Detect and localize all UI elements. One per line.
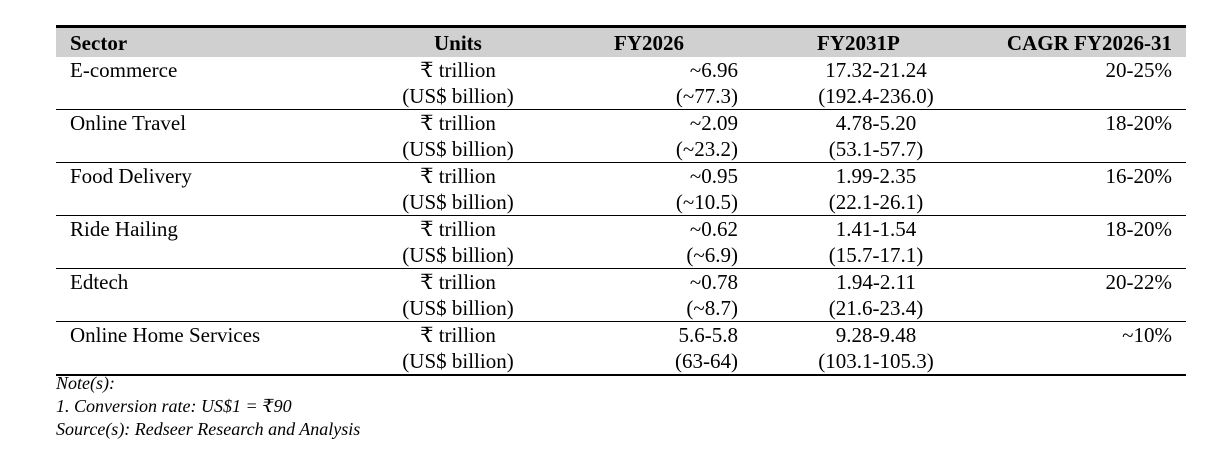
fy2031p-inr: 4.78-5.20 <box>835 111 917 135</box>
conversion-note: 1. Conversion rate: US$1 = ₹90 <box>56 396 292 416</box>
fy2026-cell: ~0.78 (~8.7) <box>686 269 738 321</box>
fy2026-inr: 5.6-5.8 <box>678 323 739 347</box>
sector-cell: Edtech <box>70 270 129 294</box>
sector-cell: Food Delivery <box>70 164 192 188</box>
fy2031p-inr: 1.94-2.11 <box>836 270 916 294</box>
units-inr: ₹ trillion <box>420 58 496 82</box>
fy2031p-usd: (103.1-105.3) <box>818 349 934 373</box>
fy2031p-inr: 9.28-9.48 <box>835 323 917 347</box>
fy2031p-cell: 1.41-1.54 (15.7-17.1) <box>816 216 936 268</box>
fy2026-usd: (~77.3) <box>675 84 738 108</box>
fy2031p-usd: (21.6-23.4) <box>828 296 924 320</box>
units-cell: ₹ trillion (US$ billion) <box>396 322 520 374</box>
fy2031p-usd: (53.1-57.7) <box>828 137 924 161</box>
fy2031p-cell: 4.78-5.20 (53.1-57.7) <box>816 110 936 162</box>
fy2031p-usd: (22.1-26.1) <box>828 190 924 214</box>
units-cell: ₹ trillion (US$ billion) <box>396 57 520 109</box>
table-header-row: Sector Units FY2026 FY2031P CAGR FY2026-… <box>56 28 1186 57</box>
cagr-cell: 20-25% <box>1105 58 1173 82</box>
units-usd: (US$ billion) <box>402 296 514 320</box>
units-cell: ₹ trillion (US$ billion) <box>396 269 520 321</box>
table-row: Ride Hailing ₹ trillion (US$ billion) ~0… <box>56 216 1186 269</box>
fy2031p-inr: 1.41-1.54 <box>835 217 917 241</box>
table-row: E-commerce ₹ trillion (US$ billion) ~6.9… <box>56 57 1186 110</box>
cagr-cell: 20-22% <box>1105 270 1173 294</box>
units-inr: ₹ trillion <box>420 217 496 241</box>
table-row: Food Delivery ₹ trillion (US$ billion) ~… <box>56 163 1186 216</box>
units-usd: (US$ billion) <box>402 190 514 214</box>
units-inr: ₹ trillion <box>420 323 496 347</box>
units-cell: ₹ trillion (US$ billion) <box>396 163 520 215</box>
units-inr: ₹ trillion <box>420 270 496 294</box>
table-row: Online Travel ₹ trillion (US$ billion) ~… <box>56 110 1186 163</box>
fy2026-cell: ~0.62 (~6.9) <box>686 216 738 268</box>
units-cell: ₹ trillion (US$ billion) <box>396 110 520 162</box>
notes-heading: Note(s): <box>56 373 115 393</box>
fy2026-usd: (63-64) <box>675 349 738 373</box>
fy2031p-cell: 9.28-9.48 (103.1-105.3) <box>816 322 936 374</box>
units-usd: (US$ billion) <box>402 349 514 373</box>
fy2026-inr: ~0.78 <box>689 270 738 294</box>
units-inr: ₹ trillion <box>420 164 496 188</box>
table-notes: Note(s): 1. Conversion rate: US$1 = ₹90 … <box>56 372 360 441</box>
fy2026-usd: (~6.9) <box>686 243 738 267</box>
units-usd: (US$ billion) <box>402 84 514 108</box>
fy2031p-inr: 17.32-21.24 <box>825 58 927 82</box>
fy2031p-usd: (15.7-17.1) <box>828 243 924 267</box>
fy2031p-usd: (192.4-236.0) <box>818 84 934 108</box>
header-sector: Sector <box>70 31 128 55</box>
header-fy2031p: FY2031P <box>817 31 900 55</box>
sector-cell: Online Home Services <box>70 323 261 347</box>
fy2026-cell: 5.6-5.8 (63-64) <box>675 322 738 374</box>
units-cell: ₹ trillion (US$ billion) <box>396 216 520 268</box>
cagr-cell: 18-20% <box>1105 111 1173 135</box>
cagr-cell: 18-20% <box>1105 217 1173 241</box>
units-usd: (US$ billion) <box>402 243 514 267</box>
market-size-table: Sector Units FY2026 FY2031P CAGR FY2026-… <box>56 25 1186 376</box>
fy2026-inr: ~2.09 <box>689 111 738 135</box>
fy2026-usd: (~10.5) <box>675 190 738 214</box>
fy2026-inr: ~6.96 <box>689 58 738 82</box>
sector-cell: Ride Hailing <box>70 217 178 241</box>
fy2026-usd: (~8.7) <box>686 296 738 320</box>
fy2026-cell: ~2.09 (~23.2) <box>676 110 738 162</box>
fy2026-usd: (~23.2) <box>675 137 738 161</box>
fy2026-inr: ~0.62 <box>689 217 738 241</box>
cagr-cell: 16-20% <box>1105 164 1173 188</box>
source-note: Source(s): Redseer Research and Analysis <box>56 419 361 439</box>
fy2026-inr: ~0.95 <box>689 164 738 188</box>
sector-cell: E-commerce <box>70 58 178 82</box>
units-usd: (US$ billion) <box>402 137 514 161</box>
sector-cell: Online Travel <box>70 111 187 135</box>
header-cagr: CAGR FY2026-31 <box>1006 31 1172 55</box>
fy2031p-cell: 1.99-2.35 (22.1-26.1) <box>816 163 936 215</box>
cagr-cell: ~10% <box>1122 323 1172 347</box>
table-row: Edtech ₹ trillion (US$ billion) ~0.78 (~… <box>56 269 1186 322</box>
table-row: Online Home Services ₹ trillion (US$ bil… <box>56 322 1186 376</box>
fy2026-cell: ~6.96 (~77.3) <box>676 57 738 109</box>
table-top-rule <box>56 25 1186 28</box>
units-inr: ₹ trillion <box>420 111 496 135</box>
fy2031p-cell: 1.94-2.11 (21.6-23.4) <box>816 269 936 321</box>
header-units: Units <box>434 31 482 55</box>
header-fy2026: FY2026 <box>614 31 684 55</box>
fy2031p-inr: 1.99-2.35 <box>835 164 917 188</box>
fy2026-cell: ~0.95 (~10.5) <box>676 163 738 215</box>
fy2031p-cell: 17.32-21.24 (192.4-236.0) <box>816 57 936 109</box>
